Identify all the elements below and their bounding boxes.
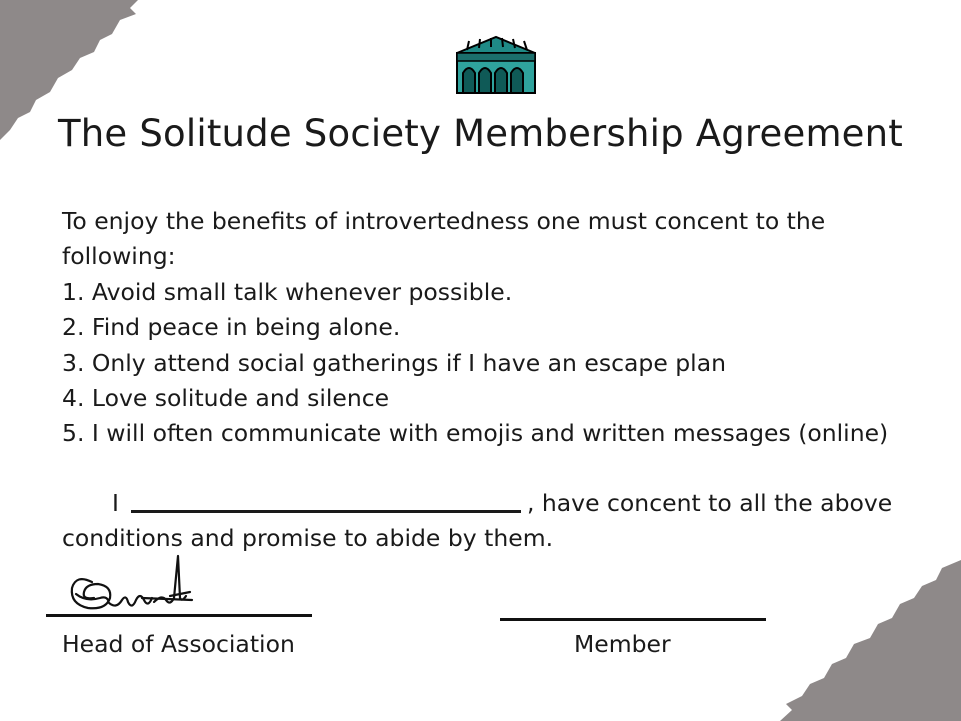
pledge-suffix: , have concent to all the above conditio… <box>62 489 893 553</box>
pledge-prefix: I <box>112 489 119 517</box>
member-signature-line[interactable] <box>500 618 766 621</box>
paint-stroke-bottom-right <box>780 560 961 721</box>
head-signature <box>70 554 194 610</box>
rule-item: 1. Avoid small talk whenever possible. <box>62 278 513 306</box>
rule-item: 5. I will often communicate with emojis … <box>62 419 889 448</box>
page-title: The Solitude Society Membership Agreemen… <box>57 112 904 155</box>
head-of-association-label: Head of Association <box>62 630 295 658</box>
member-label: Member <box>574 630 671 658</box>
building-clipart-icon <box>456 35 536 94</box>
rule-item: 2. Find peace in being alone. <box>62 313 401 342</box>
head-signature-line <box>46 614 312 617</box>
rule-item: 3. Only attend social gatherings if I ha… <box>62 348 727 377</box>
intro-paragraph: To enjoy the benefits of introvertedness… <box>62 207 826 271</box>
paint-stroke-top-left <box>0 0 138 140</box>
rules-list: 1. Avoid small talk whenever possible. 2… <box>62 275 922 451</box>
rule-item: 4. Love solitude and silence <box>62 383 390 412</box>
pledge-paragraph: I, have concent to all the above conditi… <box>62 486 942 557</box>
member-name-blank[interactable] <box>130 496 521 513</box>
